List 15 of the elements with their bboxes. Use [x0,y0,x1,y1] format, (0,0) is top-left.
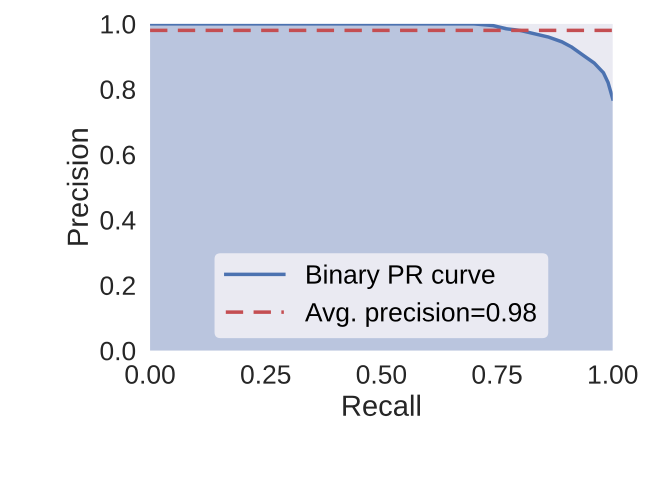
y-tick-label: 0.2 [100,276,135,296]
x-tick-label: 0.75 [472,365,522,384]
x-tick-label: 0.00 [125,365,175,384]
y-tick-label: 1.0 [101,14,136,34]
legend-label: Binary PR curve [307,264,494,290]
x-tick-label: 0.50 [356,365,406,384]
y-tick-label: 0.6 [100,146,135,164]
x-tick-label: 0.25 [241,365,290,384]
y-tick-label: 0.0 [100,342,136,360]
y-axis-title: Precision [66,129,88,245]
y-tick-label: 0.8 [100,80,136,100]
x-axis-title: Recall [343,394,420,416]
legend-label: Avg. precision=0.98 [305,302,536,327]
y-tick-label: 0.4 [100,211,136,230]
x-tick-label: 1.00 [589,365,638,384]
